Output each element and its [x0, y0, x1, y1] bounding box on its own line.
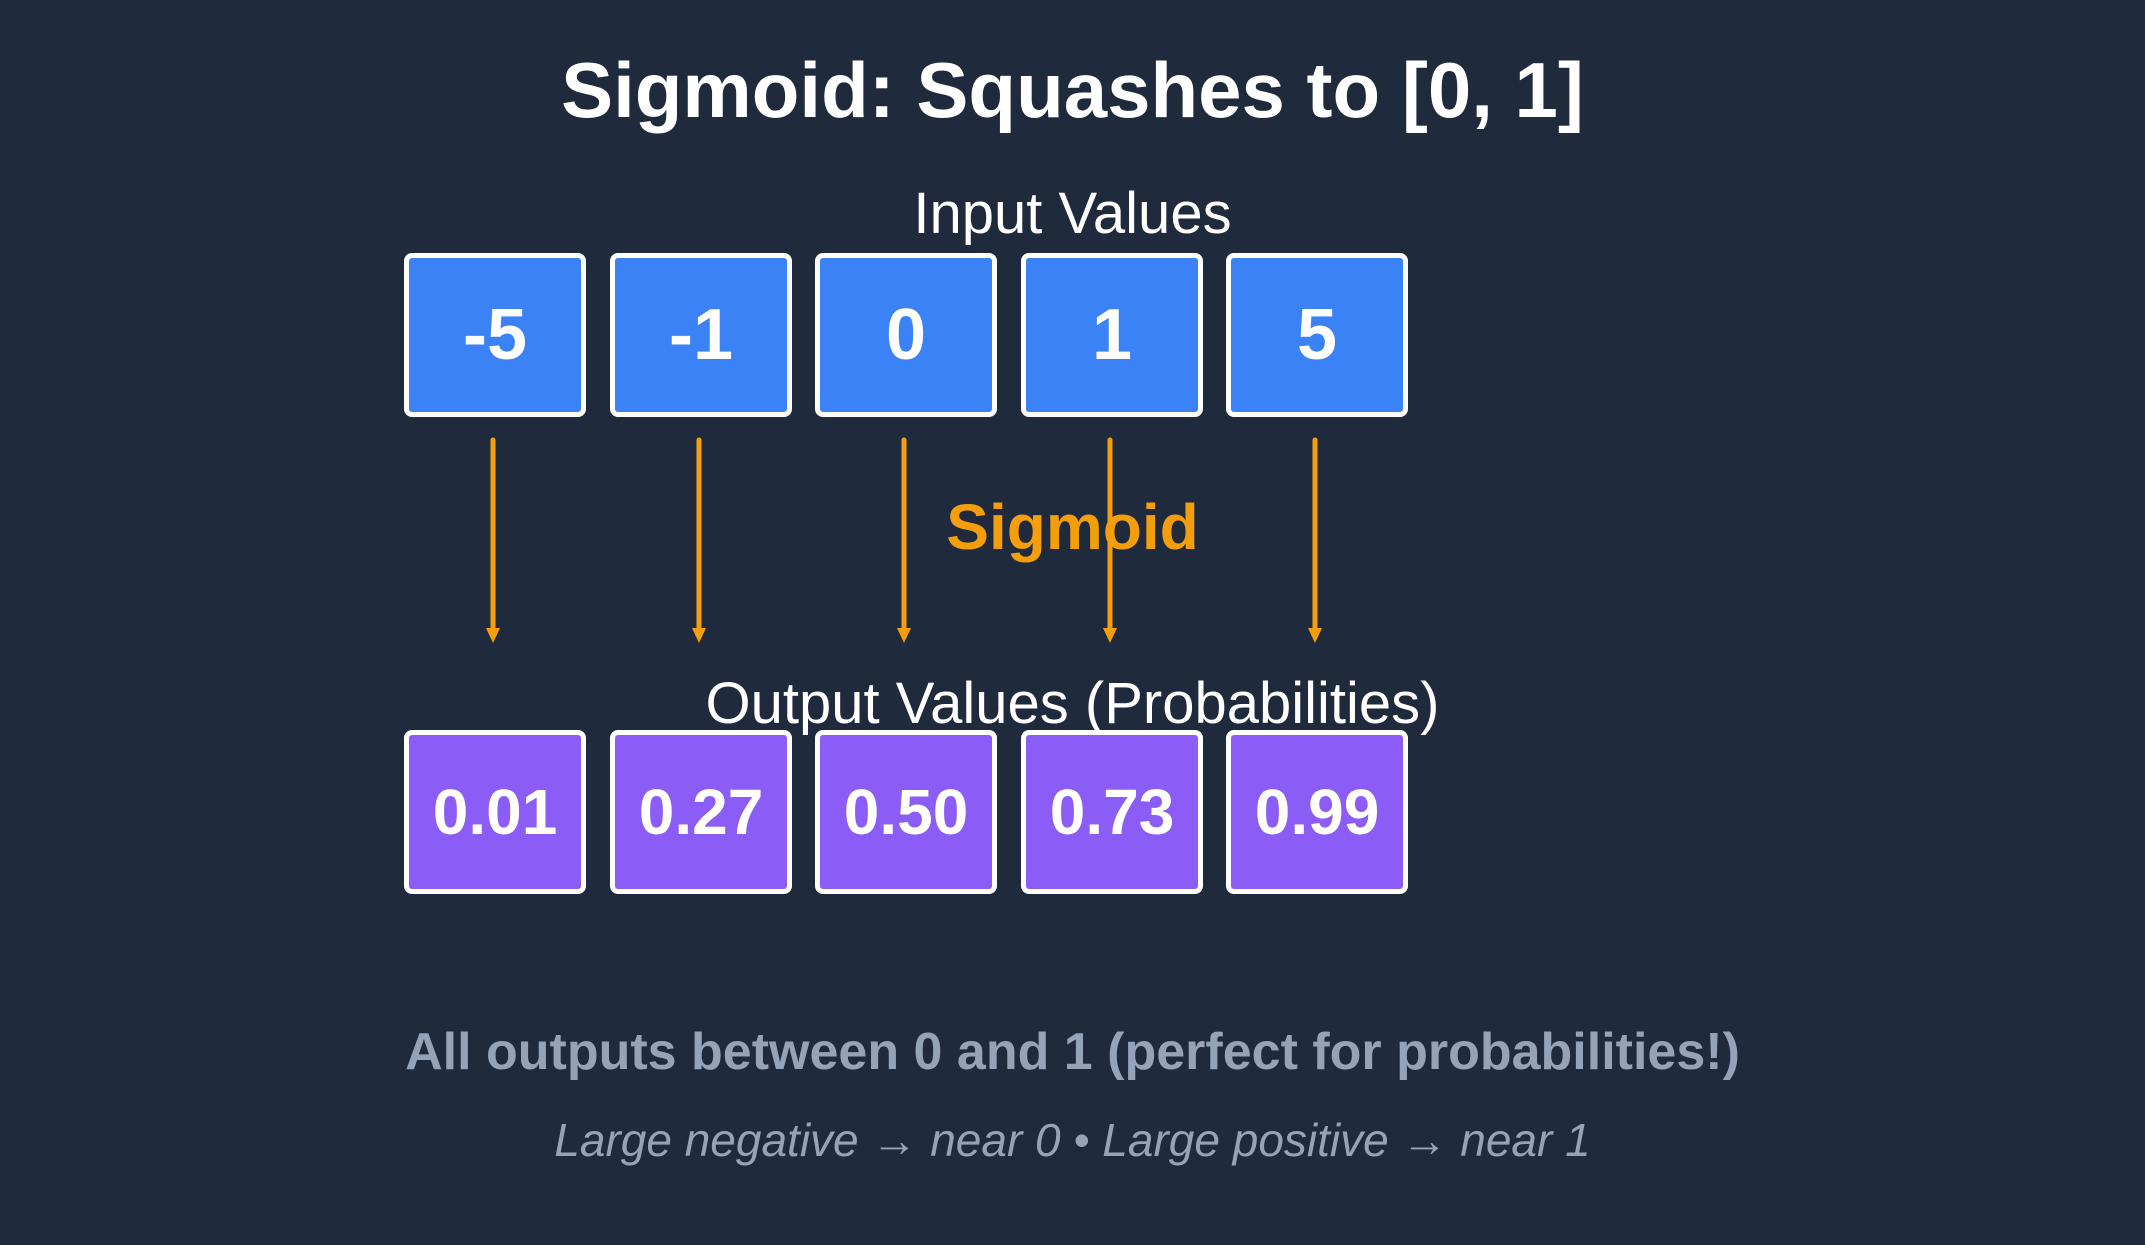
output-box-2: 0.27	[610, 730, 792, 894]
output-box-5: 0.99	[1226, 730, 1408, 894]
sigmoid-label: Sigmoid	[946, 491, 1199, 563]
arrow-5	[1308, 437, 1322, 643]
arrow-1	[486, 437, 500, 643]
input-values-label: Input Values	[913, 181, 1232, 246]
input-box-4: 1	[1021, 253, 1203, 417]
output-box-1: 0.01	[404, 730, 586, 894]
input-box-1: -5	[404, 253, 586, 417]
input-box-5: 5	[1226, 253, 1408, 417]
arrow-2	[692, 437, 706, 643]
output-box-3: 0.50	[815, 730, 997, 894]
note-text: Large negative → near 0 • Large positive…	[554, 1114, 1591, 1166]
output-box-4: 0.73	[1021, 730, 1203, 894]
input-box-3: 0	[815, 253, 997, 417]
arrow-3	[897, 437, 911, 643]
input-box-2: -1	[610, 253, 792, 417]
arrow-4	[1103, 437, 1117, 643]
summary-text: All outputs between 0 and 1 (perfect for…	[405, 1023, 1740, 1081]
output-values-label: Output Values (Probabilities)	[705, 671, 1440, 736]
diagram-title: Sigmoid: Squashes to [0, 1]	[561, 46, 1584, 134]
